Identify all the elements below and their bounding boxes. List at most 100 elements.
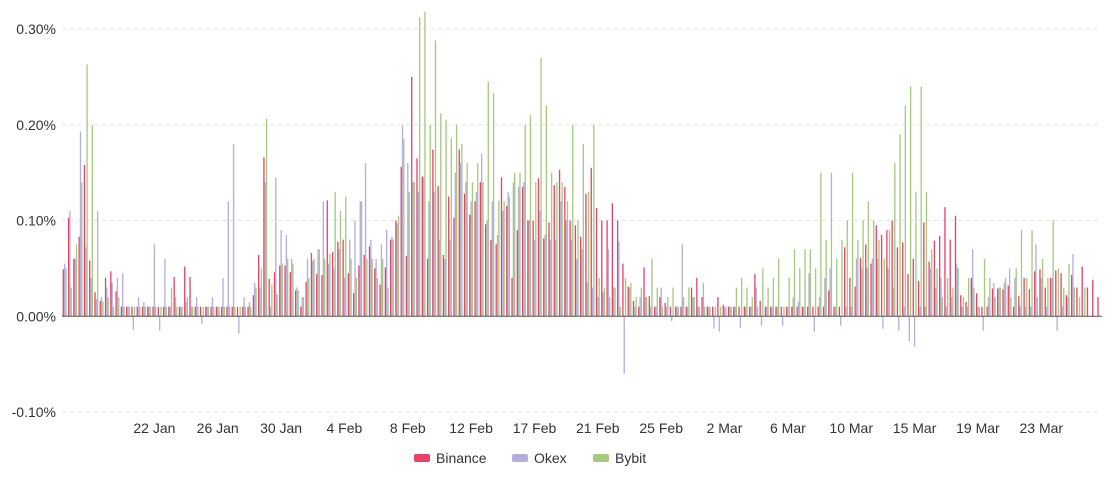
bar-bybit[interactable] <box>350 258 352 317</box>
bar-binance[interactable] <box>279 265 281 317</box>
bar-bybit[interactable] <box>434 40 437 317</box>
bar-bybit[interactable] <box>920 86 922 317</box>
bar-bybit[interactable] <box>186 297 189 317</box>
bar-binance[interactable] <box>89 260 91 317</box>
bar-binance[interactable] <box>62 269 64 317</box>
bar-binance[interactable] <box>300 306 302 317</box>
bar-binance[interactable] <box>590 167 592 317</box>
bar-binance[interactable] <box>1060 273 1062 317</box>
bar-okex[interactable] <box>797 301 800 317</box>
bar-binance[interactable] <box>342 239 344 317</box>
bar-bybit[interactable] <box>371 258 373 317</box>
bar-bybit[interactable] <box>772 277 775 317</box>
bar-okex[interactable] <box>185 301 187 317</box>
bar-binance[interactable] <box>104 277 107 317</box>
bar-bybit[interactable] <box>265 119 268 317</box>
bar-okex[interactable] <box>238 316 240 334</box>
bar-bybit[interactable] <box>682 297 685 317</box>
bar-bybit[interactable] <box>455 124 458 317</box>
bar-okex[interactable] <box>217 306 219 317</box>
bar-okex[interactable] <box>824 277 826 317</box>
bar-bybit[interactable] <box>81 182 83 317</box>
bar-okex[interactable] <box>940 277 942 317</box>
bar-bybit[interactable] <box>514 172 516 317</box>
bar-bybit[interactable] <box>397 215 400 317</box>
bar-okex[interactable] <box>871 258 874 317</box>
bar-binance[interactable] <box>294 290 297 317</box>
bar-okex[interactable] <box>644 297 647 317</box>
bar-binance[interactable] <box>321 275 323 317</box>
bar-bybit[interactable] <box>788 277 790 317</box>
bar-binance[interactable] <box>479 182 482 317</box>
bar-bybit[interactable] <box>624 277 627 317</box>
bar-bybit[interactable] <box>498 200 500 317</box>
bar-okex[interactable] <box>787 306 789 317</box>
bar-binance[interactable] <box>316 274 318 317</box>
bar-okex[interactable] <box>333 268 335 317</box>
bar-bybit[interactable] <box>936 268 938 317</box>
bar-bybit[interactable] <box>973 287 975 317</box>
bar-bybit[interactable] <box>909 86 912 317</box>
bar-binance[interactable] <box>743 306 745 317</box>
bar-bybit[interactable] <box>1010 297 1012 317</box>
bar-bybit[interactable] <box>160 306 162 317</box>
bar-binance[interactable] <box>997 288 999 317</box>
bar-okex[interactable] <box>227 201 229 317</box>
bar-bybit[interactable] <box>746 287 748 317</box>
bar-binance[interactable] <box>696 277 698 317</box>
bar-bybit[interactable] <box>170 287 173 317</box>
bar-bybit[interactable] <box>107 297 109 317</box>
bar-okex[interactable] <box>739 316 742 328</box>
bar-bybit[interactable] <box>1031 230 1033 317</box>
bar-okex[interactable] <box>1045 306 1048 317</box>
bar-okex[interactable] <box>407 163 409 317</box>
bar-binance[interactable] <box>807 306 809 317</box>
bar-bybit[interactable] <box>714 306 716 317</box>
bar-binance[interactable] <box>363 254 365 317</box>
bar-binance[interactable] <box>242 306 244 317</box>
bar-binance[interactable] <box>178 306 181 317</box>
bar-binance[interactable] <box>221 306 223 317</box>
bar-bybit[interactable] <box>1036 297 1038 317</box>
bar-okex[interactable] <box>517 186 520 317</box>
bar-binance[interactable] <box>543 238 545 317</box>
bar-okex[interactable] <box>106 287 108 317</box>
bar-okex[interactable] <box>861 268 863 317</box>
bar-bybit[interactable] <box>218 306 220 317</box>
bar-okex[interactable] <box>301 297 303 317</box>
bar-okex[interactable] <box>459 163 462 317</box>
bar-bybit[interactable] <box>292 263 294 317</box>
bar-bybit[interactable] <box>65 268 67 317</box>
bar-binance[interactable] <box>838 306 841 317</box>
bar-bybit[interactable] <box>244 306 247 317</box>
legend-item-binance[interactable]: Binance <box>414 450 487 466</box>
bar-binance[interactable] <box>886 230 888 317</box>
bar-okex[interactable] <box>475 191 478 317</box>
bar-okex[interactable] <box>465 182 467 317</box>
bar-bybit[interactable] <box>614 287 616 317</box>
bar-bybit[interactable] <box>86 64 88 317</box>
bar-okex[interactable] <box>164 258 166 317</box>
bar-binance[interactable] <box>1049 277 1052 317</box>
bar-bybit[interactable] <box>550 172 553 317</box>
bar-bybit[interactable] <box>213 306 215 317</box>
bar-bybit[interactable] <box>392 239 394 317</box>
bar-okex[interactable] <box>364 163 367 317</box>
bar-okex[interactable] <box>1030 306 1032 317</box>
bar-bybit[interactable] <box>1020 230 1023 317</box>
bar-okex[interactable] <box>993 282 995 317</box>
bar-bybit[interactable] <box>192 306 194 317</box>
bar-okex[interactable] <box>956 263 958 317</box>
bar-bybit[interactable] <box>846 220 848 317</box>
bar-okex[interactable] <box>338 249 340 317</box>
bar-okex[interactable] <box>1072 254 1074 317</box>
bar-binance[interactable] <box>833 306 835 317</box>
bar-binance[interactable] <box>395 220 397 317</box>
bar-okex[interactable] <box>665 306 668 317</box>
bar-bybit[interactable] <box>260 268 262 317</box>
bar-okex[interactable] <box>613 287 615 317</box>
bar-okex[interactable] <box>686 306 689 317</box>
bar-bybit[interactable] <box>688 287 690 317</box>
bar-binance[interactable] <box>421 176 423 317</box>
bar-binance[interactable] <box>463 193 466 317</box>
